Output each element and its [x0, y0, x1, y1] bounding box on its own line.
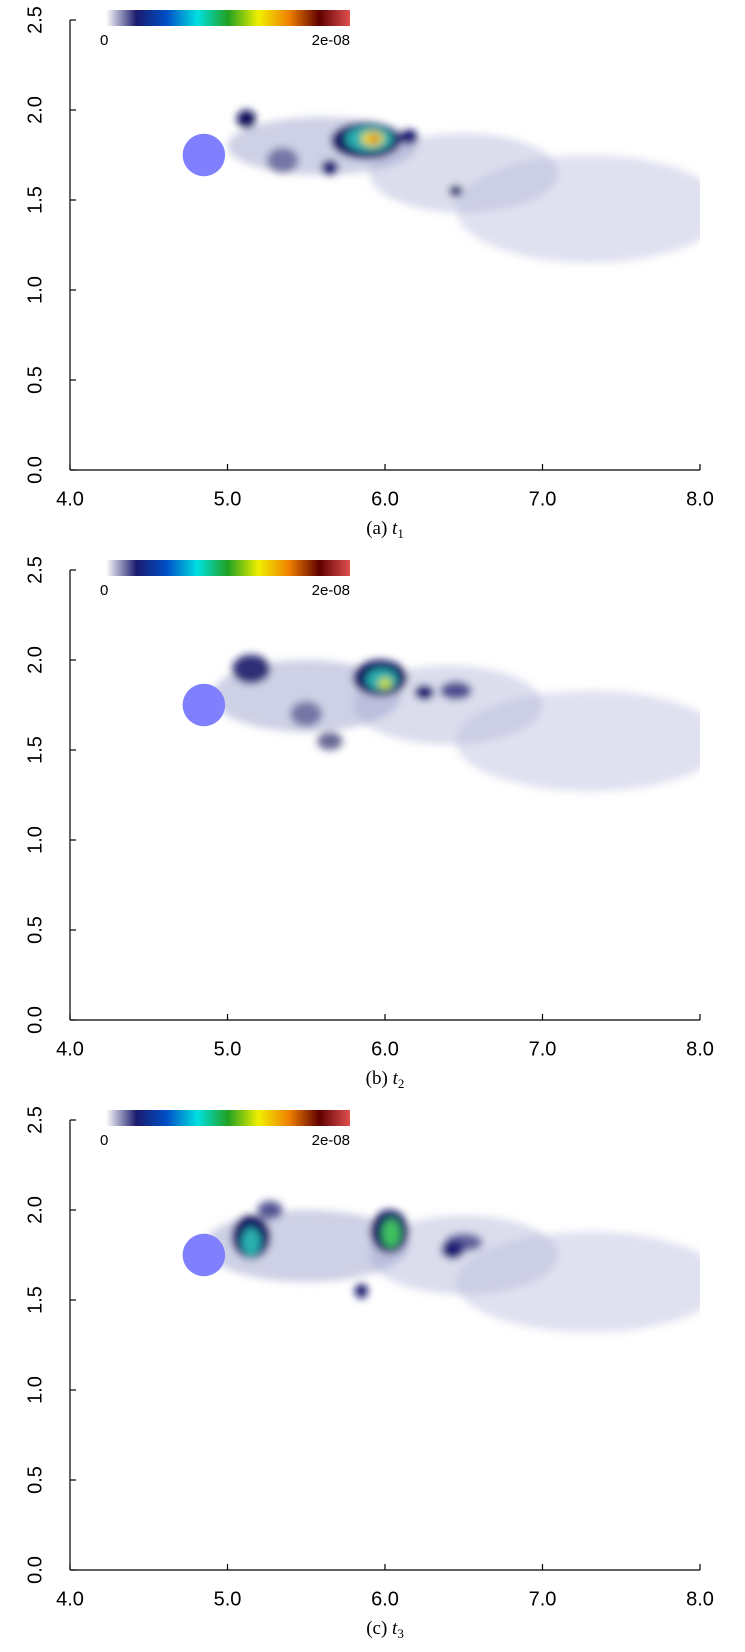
plume: [369, 1215, 559, 1295]
colorbar: [106, 560, 350, 576]
y-tick-label: 1.0: [24, 276, 46, 304]
x-tick-label: 7.0: [529, 488, 557, 510]
y-tick-label: 0.0: [24, 456, 46, 484]
y-tick-label: 1.0: [24, 826, 46, 854]
plume: [322, 160, 338, 175]
plume: [369, 133, 559, 213]
caption-label: (a): [366, 518, 392, 539]
field: [227, 110, 700, 263]
colorbar-label: 2e-08: [312, 32, 350, 49]
y-tick-label: 2.5: [24, 6, 46, 34]
x-tick-label: 5.0: [214, 488, 242, 510]
plume: [232, 654, 271, 684]
caption-var: t: [393, 1068, 399, 1089]
caption-var: t: [392, 518, 398, 539]
x-tick-label: 7.0: [529, 1038, 557, 1060]
caption: (b) t2: [366, 1068, 405, 1091]
plume: [290, 701, 322, 727]
field: [211, 654, 700, 792]
x-tick-label: 4.0: [56, 1038, 84, 1060]
caption-sub: 1: [397, 526, 404, 541]
y-tick-label: 2.0: [24, 96, 46, 124]
caption-var: t: [392, 1618, 398, 1639]
plume: [414, 685, 434, 700]
x-tick-label: 4.0: [56, 1588, 84, 1610]
y-tick-label: 1.0: [24, 1376, 46, 1404]
obstacle: [182, 683, 226, 727]
colorbar: [106, 10, 350, 26]
plume: [369, 135, 379, 143]
plume: [257, 1201, 283, 1219]
caption-label: (c): [366, 1618, 392, 1639]
colorbar-label: 0: [100, 582, 108, 599]
caption: (c) t3: [366, 1618, 404, 1641]
x-tick-label: 6.0: [371, 488, 399, 510]
y-tick-label: 0.5: [24, 916, 46, 944]
caption: (a) t1: [366, 518, 404, 541]
y-tick-label: 1.5: [24, 186, 46, 214]
plume: [378, 678, 392, 689]
y-tick-label: 2.5: [24, 1106, 46, 1134]
colorbar-label: 2e-08: [312, 1132, 350, 1149]
colorbar-label: 0: [100, 1132, 108, 1149]
plume: [266, 147, 299, 173]
y-tick-label: 0.0: [24, 1006, 46, 1034]
plume: [381, 1219, 401, 1248]
y-tick-label: 0.5: [24, 1466, 46, 1494]
x-tick-label: 8.0: [686, 488, 714, 510]
y-tick-label: 2.0: [24, 1196, 46, 1224]
x-tick-label: 8.0: [686, 1038, 714, 1060]
plume: [444, 1233, 483, 1252]
plume: [355, 1283, 368, 1299]
y-tick-label: 1.5: [24, 1286, 46, 1314]
y-tick-label: 0.0: [24, 1556, 46, 1584]
x-tick-label: 7.0: [529, 1588, 557, 1610]
y-tick-label: 2.0: [24, 646, 46, 674]
plume: [440, 681, 472, 700]
caption-label: (b): [366, 1068, 393, 1089]
plume: [241, 1228, 261, 1257]
y-tick-label: 0.5: [24, 366, 46, 394]
plume: [236, 110, 256, 128]
colorbar: [106, 1110, 350, 1126]
x-tick-label: 6.0: [371, 1588, 399, 1610]
colorbar-label: 2e-08: [312, 582, 350, 599]
x-tick-label: 5.0: [214, 1588, 242, 1610]
caption-sub: 3: [397, 1626, 404, 1641]
colorbar-label: 0: [100, 32, 108, 49]
plume: [399, 129, 419, 145]
caption-sub: 2: [398, 1076, 405, 1091]
obstacle: [182, 1233, 226, 1277]
x-tick-label: 8.0: [686, 1588, 714, 1610]
obstacle: [182, 133, 226, 177]
field: [203, 1201, 700, 1333]
plume: [317, 732, 343, 750]
x-tick-label: 5.0: [214, 1038, 242, 1060]
y-tick-label: 2.5: [24, 556, 46, 584]
x-tick-label: 6.0: [371, 1038, 399, 1060]
y-tick-label: 1.5: [24, 736, 46, 764]
plume: [449, 185, 463, 197]
x-tick-label: 4.0: [56, 488, 84, 510]
